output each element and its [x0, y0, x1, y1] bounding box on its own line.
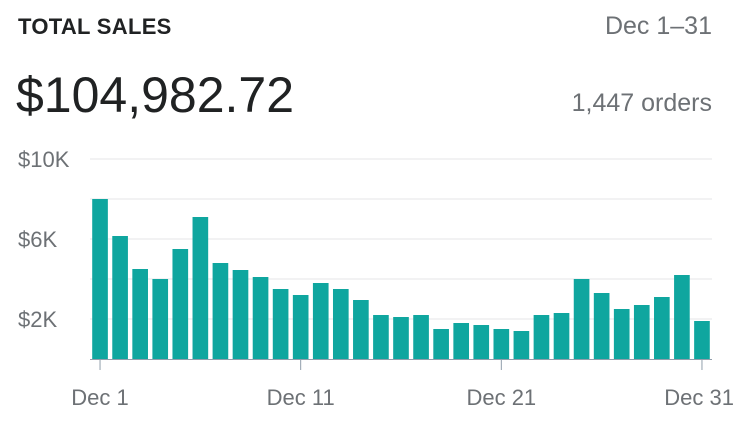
bar-dec-15[interactable]	[373, 315, 389, 359]
bar-dec-5[interactable]	[172, 249, 189, 359]
bar-dec-10[interactable]	[272, 289, 289, 359]
y-tick-label: $2K	[18, 307, 57, 332]
x-axis-ticks: Dec 1 Dec 11 Dec 21 Dec 31	[71, 359, 734, 410]
bar-dec-13[interactable]	[332, 289, 349, 359]
total-sales-value: $104,982.72	[16, 67, 295, 123]
bar-dec-2[interactable]	[112, 236, 128, 359]
bar-dec-24[interactable]	[553, 313, 570, 359]
x-tick-label: Dec 11	[267, 385, 335, 410]
bar-dec-19[interactable]	[453, 323, 470, 359]
bar-dec-28[interactable]	[633, 305, 650, 359]
bar-dec-12[interactable]	[312, 283, 329, 359]
bar-dec-25[interactable]	[573, 279, 590, 359]
bar-dec-30[interactable]	[674, 275, 690, 359]
x-tick-label: Dec 1	[71, 385, 128, 410]
bar-dec-6[interactable]	[192, 217, 209, 359]
chart-title: TOTAL SALES	[18, 14, 172, 39]
bar-dec-3[interactable]	[132, 269, 148, 359]
orders-count: 1,447 orders	[571, 89, 712, 117]
bar-dec-23[interactable]	[533, 315, 550, 359]
y-tick-label: $10K	[18, 147, 70, 172]
bar-dec-29[interactable]	[654, 297, 670, 359]
x-tick-label: Dec 31	[664, 385, 734, 410]
bar-dec-14[interactable]	[353, 300, 369, 359]
bar-dec-8[interactable]	[232, 270, 249, 359]
bar-dec-22[interactable]	[513, 331, 530, 359]
bar-dec-11[interactable]	[292, 295, 309, 359]
y-axis-ticks: $10K $6K $2K	[18, 147, 70, 332]
bar-dec-1[interactable]	[92, 199, 108, 359]
bar-dec-17[interactable]	[413, 315, 429, 359]
bar-dec-9[interactable]	[252, 277, 269, 359]
bar-dec-26[interactable]	[593, 293, 610, 359]
bar-dec-7[interactable]	[212, 263, 229, 359]
bar-dec-16[interactable]	[393, 317, 409, 359]
date-range[interactable]: Dec 1–31	[604, 12, 712, 40]
bar-dec-27[interactable]	[613, 309, 630, 359]
bar-dec-21[interactable]	[493, 329, 510, 359]
bar-dec-31[interactable]	[694, 321, 710, 359]
y-tick-label: $6K	[18, 227, 57, 252]
bar-dec-18[interactable]	[433, 329, 449, 359]
bar-dec-20[interactable]	[473, 325, 490, 359]
x-tick-label: Dec 21	[466, 385, 536, 410]
chart-bars	[92, 199, 710, 359]
bar-dec-4[interactable]	[152, 279, 169, 359]
